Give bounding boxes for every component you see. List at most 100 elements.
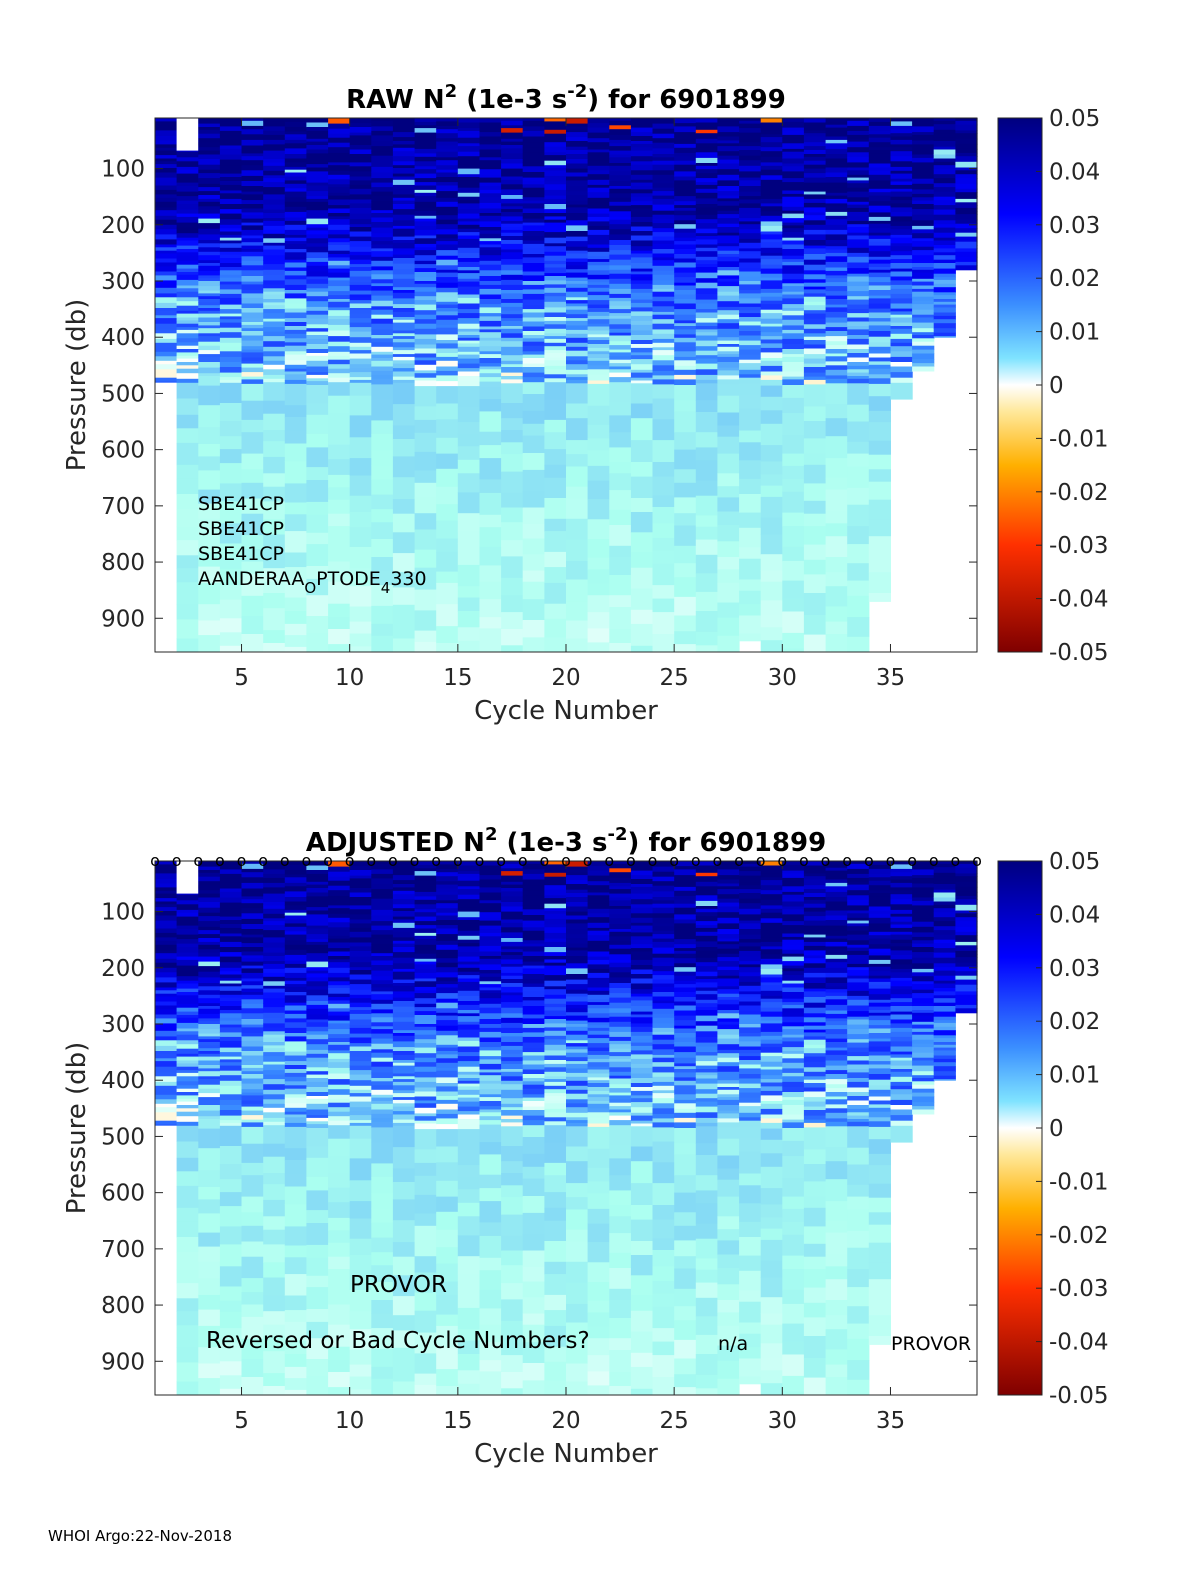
heatmap-cell: [176, 959, 199, 966]
heatmap-cell: [414, 1053, 437, 1059]
heatmap-cell: [868, 285, 891, 291]
heatmap-cell: [371, 984, 394, 988]
heatmap-cell: [392, 985, 416, 992]
heatmap-cell: [198, 1076, 221, 1080]
heatmap-cell: [263, 225, 286, 231]
heatmap-cell: [609, 1125, 632, 1145]
heatmap-cell: [501, 293, 524, 300]
heatmap-cell: [349, 331, 372, 338]
heatmap-cell: [868, 282, 891, 286]
heatmap-cell: [436, 1040, 459, 1046]
heatmap-cell: [566, 325, 589, 331]
heatmap-cell: [241, 242, 264, 247]
heatmap-cell: [760, 225, 783, 232]
heatmap-cell: [782, 155, 805, 159]
heatmap-cell: [392, 1001, 416, 1008]
heatmap-cell: [479, 1072, 502, 1076]
heatmap-cell: [436, 356, 459, 362]
heatmap-cell: [479, 165, 502, 170]
heatmap-cell: [479, 546, 502, 566]
heatmap-cell: [522, 243, 545, 249]
heatmap-cell: [652, 885, 675, 892]
heatmap-cell: [890, 225, 913, 230]
heatmap-cell: [219, 372, 243, 378]
heatmap-cell: [457, 328, 480, 333]
heatmap-cell: [847, 147, 870, 153]
heatmap-cell: [241, 498, 264, 515]
heatmap-cell: [695, 447, 718, 461]
heatmap-cell: [219, 170, 243, 175]
heatmap-cell: [544, 276, 567, 281]
heatmap-cell: [630, 551, 654, 569]
heatmap-cell: [803, 224, 827, 231]
heatmap-cell: [609, 490, 632, 511]
heatmap-cell: [501, 223, 524, 228]
heatmap-cell: [241, 256, 264, 262]
heatmap-cell: [782, 376, 805, 380]
heatmap-cell: [695, 272, 718, 279]
heatmap-cell: [630, 1241, 654, 1256]
heatmap-cell: [609, 297, 632, 302]
heatmap-cell: [847, 152, 870, 158]
heatmap-cell: [392, 922, 416, 929]
heatmap-cell: [306, 252, 329, 259]
heatmap-cell: [501, 229, 524, 234]
heatmap-cell: [457, 1078, 480, 1082]
heatmap-cell: [349, 251, 372, 256]
heatmap-cell: [544, 155, 567, 162]
heatmap-cell: [868, 251, 891, 258]
heatmap-cell: [436, 940, 459, 946]
heatmap-cell: [284, 298, 307, 304]
heatmap-cell: [371, 141, 394, 147]
heatmap-cell: [241, 968, 264, 974]
heatmap-cell: [544, 121, 567, 127]
heatmap-cell: [566, 1120, 589, 1124]
heatmap-cell: [436, 215, 459, 221]
heatmap-cell: [198, 341, 221, 347]
heatmap-cell: [609, 359, 632, 364]
heatmap-cell: [479, 1235, 502, 1259]
heatmap-cell: [479, 1075, 502, 1082]
heatmap-cell: [825, 536, 848, 558]
heatmap-cell: [263, 985, 286, 990]
heatmap-cell: [674, 975, 697, 982]
heatmap-cell: [825, 270, 848, 276]
heatmap-cell: [263, 1216, 286, 1231]
heatmap-cell: [609, 315, 632, 320]
heatmap-cell: [392, 176, 416, 181]
heatmap-cell: [349, 337, 372, 344]
heatmap-cell: [176, 173, 199, 178]
heatmap-cell: [695, 282, 718, 289]
heatmap-cell: [392, 1363, 416, 1382]
heatmap-cell: [479, 233, 502, 239]
heatmap-cell: [674, 180, 697, 186]
heatmap-cell: [284, 1094, 307, 1099]
heatmap-cell: [306, 957, 329, 963]
heatmap-cell: [674, 171, 697, 177]
heatmap-cell: [328, 1089, 351, 1096]
heatmap-cell: [825, 192, 848, 197]
heatmap-cell: [566, 132, 589, 138]
heatmap-cell: [284, 169, 307, 173]
heatmap-cell: [263, 218, 286, 222]
heatmap-cell: [457, 586, 480, 598]
heatmap-cell: [371, 623, 394, 637]
heatmap-cell: [176, 1034, 199, 1041]
heatmap-cell: [782, 478, 805, 493]
heatmap-cell: [219, 209, 243, 215]
heatmap-cell: [176, 1095, 199, 1100]
heatmap-cell: [436, 151, 459, 158]
heatmap-cell: [328, 581, 351, 605]
heatmap-cell: [739, 284, 762, 291]
heatmap-cell: [522, 177, 545, 182]
heatmap-cell: [241, 235, 264, 239]
heatmap-cell: [630, 283, 654, 290]
heatmap-cell: [198, 866, 221, 871]
heatmap-cell: [371, 187, 394, 193]
heatmap-cell: [284, 931, 307, 936]
heatmap-cell: [176, 414, 199, 429]
heatmap-cell: [803, 194, 827, 200]
heatmap-cell: [522, 222, 545, 226]
heatmap-cell: [284, 1046, 307, 1053]
heatmap-cell: [392, 1081, 416, 1086]
